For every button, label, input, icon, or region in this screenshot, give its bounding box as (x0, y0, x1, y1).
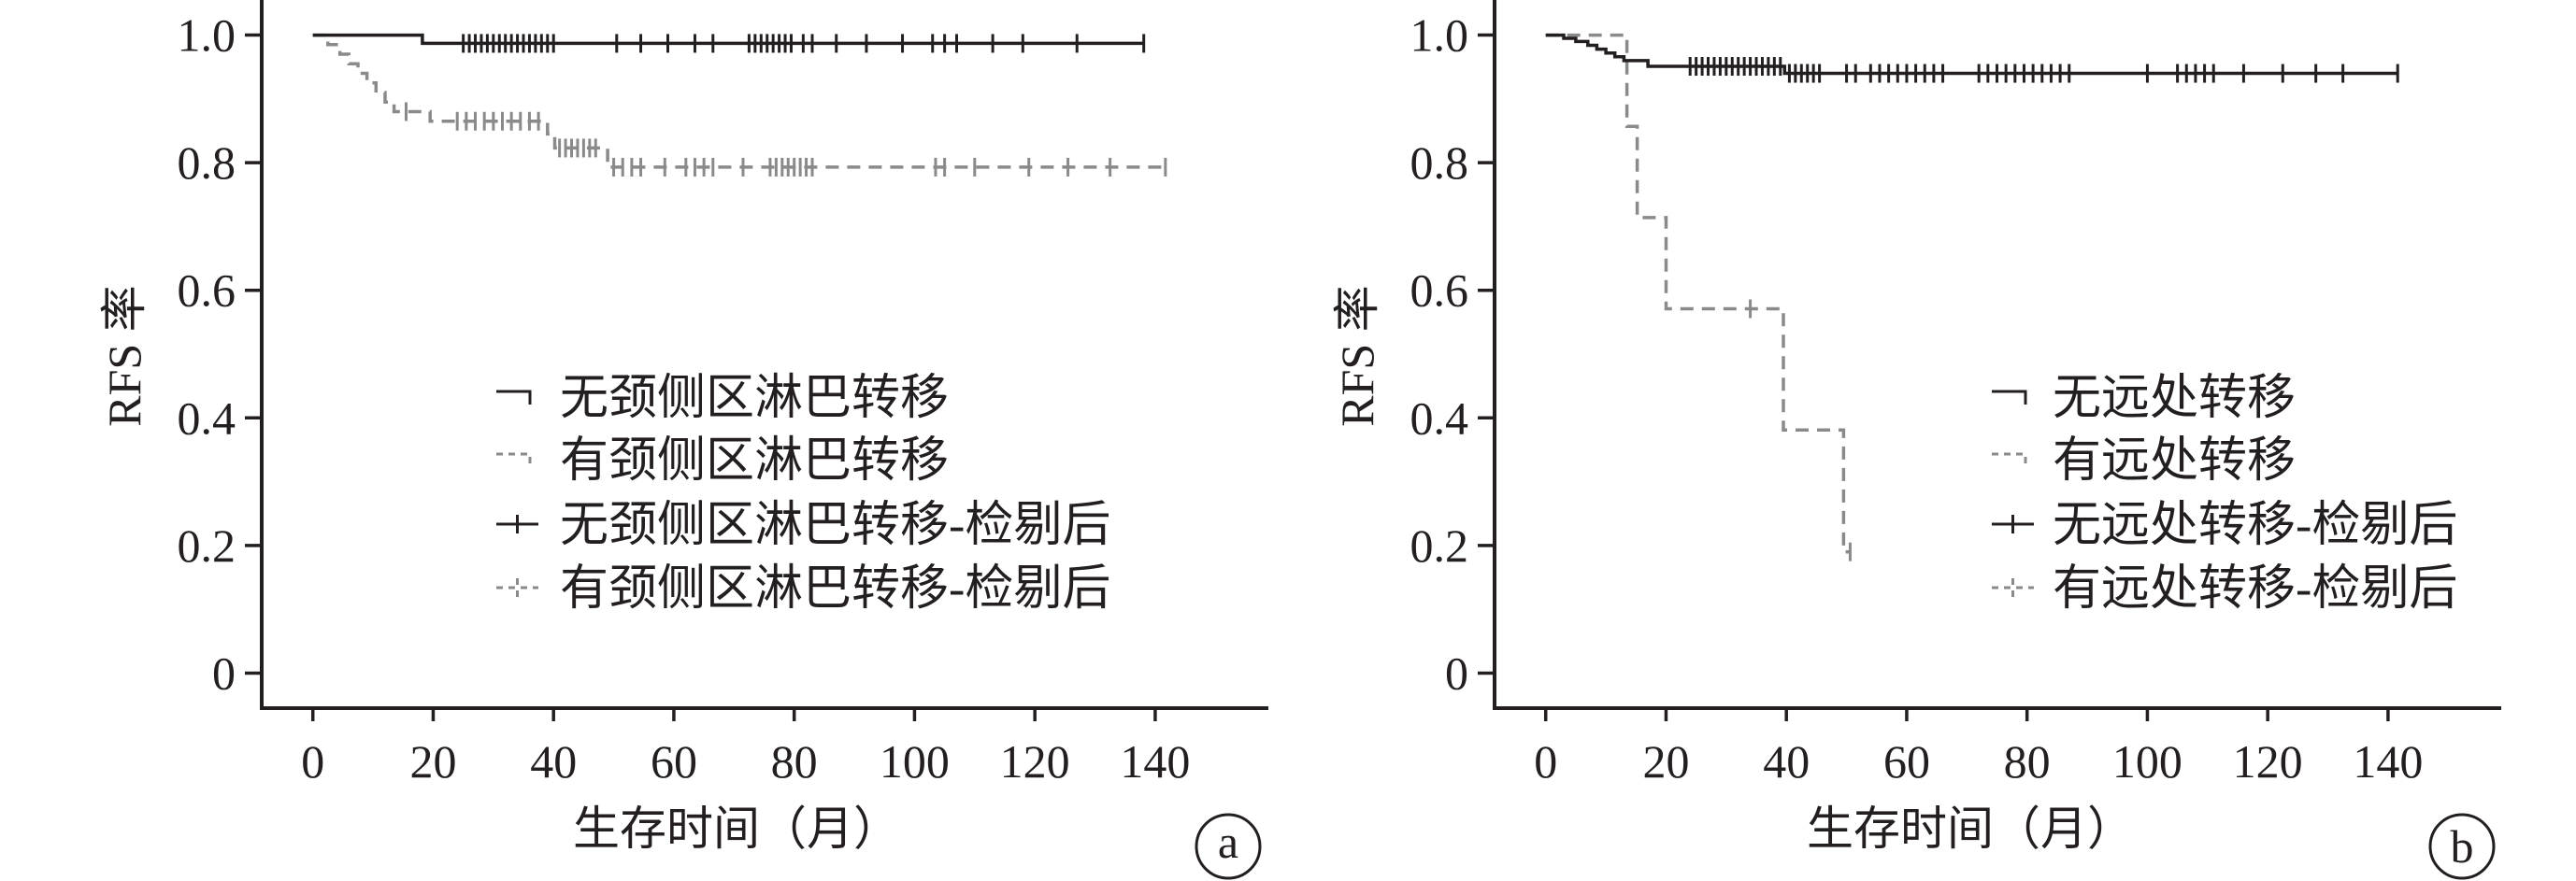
y-tick-label: 0.8 (1410, 136, 1469, 189)
x-tick-label: 0 (1534, 735, 1557, 788)
legend-item: 无远处转移 (1992, 372, 2296, 425)
panel-label-circle (2428, 813, 2496, 880)
x-tick-label: 80 (771, 735, 818, 788)
x-axis-title: 生存时间（月） (573, 803, 900, 855)
legend-item: 有远处转移-检剔后 (1992, 562, 2457, 616)
legend-item: 无颈侧区淋巴转移 (496, 372, 949, 425)
panel-label-b: b (2428, 813, 2496, 880)
y-tick-label: 0.4 (1410, 391, 1469, 444)
y-tick-label: 1.0 (1410, 9, 1469, 62)
panel-label-text: a (1218, 816, 1238, 868)
x-tick-label: 140 (2353, 735, 2423, 788)
legend-item: 无颈侧区淋巴转移-检剔后 (496, 499, 1110, 552)
legend-label: 有颈侧区淋巴转移-检剔后 (560, 562, 1110, 616)
panel-label-text: b (2451, 820, 2474, 873)
survival-curve-2 (312, 33, 1166, 169)
panel-label-circle (1195, 813, 1262, 880)
y-axis-title: RFS 率 (1331, 285, 1383, 426)
x-tick-label: 20 (409, 735, 456, 788)
x-axis-title: 生存时间（月） (1807, 803, 2134, 855)
y-tick-label: 1.0 (178, 9, 236, 62)
y-tick-label: 0.8 (178, 136, 236, 189)
legend-b: 无远处转移 有远处转移 无远处转移-检剔后 有远处转移-检剔后 (1992, 372, 2457, 616)
legend-swatch-dashed-step (1992, 452, 2027, 467)
x-tick-label: 120 (2233, 735, 2303, 788)
x-tick-label: 60 (1883, 735, 1930, 788)
x-tick-label: 20 (1642, 735, 1689, 788)
x-tick-label: 140 (1120, 735, 1190, 788)
legend-item: 无远处转移-检剔后 (1992, 499, 2457, 552)
legend-swatch-censor-mark (496, 515, 538, 533)
survival-curve-1 (1545, 33, 2398, 76)
legend-swatch-dashed-censor-mark (1992, 578, 2034, 597)
y-axis-title: RFS 率 (98, 285, 150, 426)
x-tick-label: 100 (2112, 735, 2182, 788)
x-tick-label: 40 (530, 735, 577, 788)
x-tick-label: 100 (880, 735, 950, 788)
legend-label: 无远处转移 (2053, 372, 2296, 425)
legend-item: 有颈侧区淋巴转移 (496, 434, 949, 488)
legend-item: 有远处转移 (1992, 434, 2296, 488)
legend-swatch-dashed-censor-mark (496, 578, 538, 597)
y-tick-label: 0.2 (178, 519, 236, 572)
y-tick-label: 0.6 (178, 264, 236, 317)
legend-a: 无颈侧区淋巴转移 有颈侧区淋巴转移 无颈侧区淋巴转移-检剔后 有颈侧区淋巴转移-… (496, 372, 1110, 616)
legend-swatch-censor-mark (1992, 515, 2034, 533)
plot-area-b: 0 0.2 0.4 0.6 0.8 1.0 0 20 40 60 80 100 120 140 (1410, 0, 2501, 788)
x-tick-label: 80 (2004, 735, 2051, 788)
survival-curve-1 (312, 33, 1144, 46)
legend-label: 有远处转移-检剔后 (2053, 562, 2457, 616)
x-tick-label: 40 (1763, 735, 1810, 788)
legend-swatch-solid-step (1992, 390, 2027, 405)
panel-b: 0 0.2 0.4 0.6 0.8 1.0 0 20 40 60 80 100 120 140 RFS 率… (1331, 0, 2501, 880)
legend-label: 有颈侧区淋巴转移 (560, 434, 949, 488)
legend-swatch-solid-step (496, 390, 532, 405)
y-tick-label: 0.2 (1410, 519, 1469, 572)
survival-curve-2 (1545, 33, 1851, 554)
x-tick-label: 120 (1000, 735, 1070, 788)
legend-item: 有颈侧区淋巴转移-检剔后 (496, 562, 1110, 616)
legend-swatch-dashed-step (496, 452, 532, 467)
plot-area-a: 0 0.2 0.4 0.6 0.8 1.0 0 20 40 60 80 100 120 140 (178, 0, 1268, 788)
y-tick-label: 0.4 (178, 391, 236, 444)
x-tick-label: 60 (651, 735, 697, 788)
legend-label: 无远处转移-检剔后 (2053, 499, 2457, 552)
legend-label: 有远处转移 (2053, 434, 2296, 488)
panel-a: 0 0.2 0.4 0.6 0.8 1.0 0 20 40 60 80 100 120 140 RFS 率… (98, 0, 1268, 880)
y-tick-label: 0 (1445, 647, 1468, 699)
panel-label-a: a (1195, 813, 1262, 880)
legend-label: 无颈侧区淋巴转移 (560, 372, 949, 425)
legend-label: 无颈侧区淋巴转移-检剔后 (560, 499, 1110, 552)
y-tick-label: 0.6 (1410, 264, 1469, 317)
y-tick-label: 0 (212, 647, 236, 699)
x-tick-label: 0 (301, 735, 324, 788)
